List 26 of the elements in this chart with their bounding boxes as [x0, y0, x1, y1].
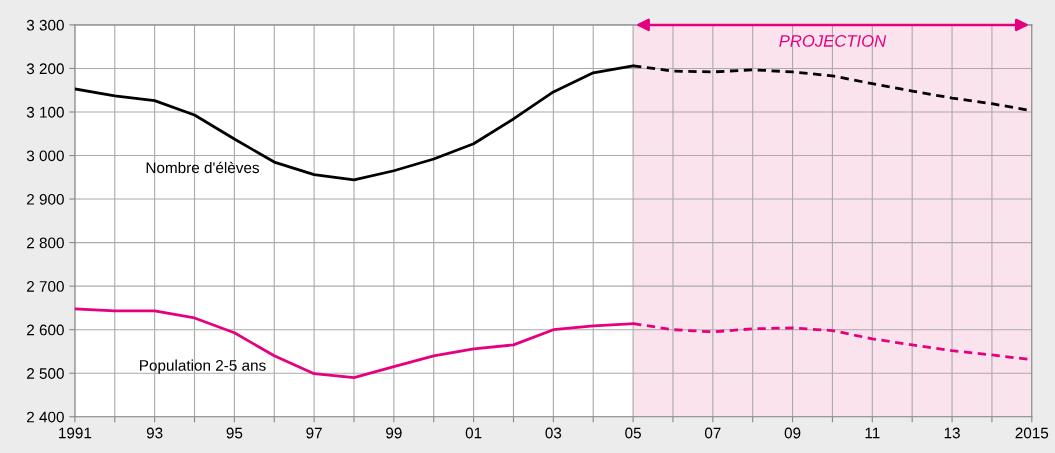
y-tick-label: 2 500	[27, 368, 64, 379]
y-tick-label: 2 800	[27, 237, 64, 249]
x-tick-label: 01	[465, 427, 482, 439]
y-tick-label: 3 200	[26, 63, 64, 75]
y-tick-label: 3 300	[26, 19, 64, 31]
x-tick-label: 07	[704, 427, 721, 439]
x-tick-label: 03	[545, 427, 562, 439]
y-tick-label: 2 400	[27, 411, 64, 423]
x-tick-label: 11	[865, 427, 880, 439]
y-tick-label: 3 100	[26, 106, 64, 118]
x-tick-label: 95	[226, 427, 243, 439]
x-tick-label: 99	[386, 427, 402, 439]
band-label: PROJECTION	[779, 35, 887, 47]
y-tick-label: 2 600	[27, 324, 64, 336]
x-tick-label: 93	[146, 427, 163, 439]
x-tick-label: 1991	[59, 427, 92, 439]
series-label: Population 2-5 ans	[140, 359, 266, 374]
x-tick-label: 05	[625, 427, 641, 439]
y-tick-label: 2 700	[27, 281, 64, 292]
y-tick-label: 2 900	[27, 193, 64, 205]
x-tick-label: 97	[306, 427, 322, 439]
x-tick-label: 13	[944, 427, 960, 439]
x-tick-label: 09	[784, 427, 801, 439]
y-tick-label: 3 000	[26, 150, 64, 162]
series-label: Nombre d'élèves	[146, 161, 260, 174]
x-tick-label: 2015	[1015, 427, 1049, 439]
